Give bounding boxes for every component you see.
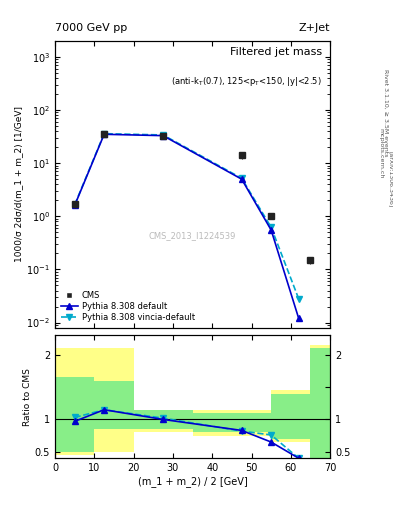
Text: [arXiv:1306.3436]: [arXiv:1306.3436] xyxy=(388,151,393,207)
Y-axis label: Ratio to CMS: Ratio to CMS xyxy=(23,368,32,426)
Text: Filtered jet mass: Filtered jet mass xyxy=(230,47,322,57)
Text: Z+Jet: Z+Jet xyxy=(299,23,330,33)
Text: mcplots.cern.ch: mcplots.cern.ch xyxy=(378,129,383,179)
Text: Rivet 3.1.10, ≥ 3.5M events: Rivet 3.1.10, ≥ 3.5M events xyxy=(383,69,388,156)
Text: (anti-k$_\mathregular{T}$(0.7), 125<p$_\mathregular{T}$<150, |y|<2.5): (anti-k$_\mathregular{T}$(0.7), 125<p$_\… xyxy=(171,75,322,89)
Y-axis label: 1000/σ 2dσ/d(m_1 + m_2) [1/GeV]: 1000/σ 2dσ/d(m_1 + m_2) [1/GeV] xyxy=(15,106,24,262)
X-axis label: (m_1 + m_2) / 2 [GeV]: (m_1 + m_2) / 2 [GeV] xyxy=(138,476,248,487)
Text: 7000 GeV pp: 7000 GeV pp xyxy=(55,23,127,33)
Legend: CMS, Pythia 8.308 default, Pythia 8.308 vincia-default: CMS, Pythia 8.308 default, Pythia 8.308 … xyxy=(59,289,196,324)
Text: CMS_2013_I1224539: CMS_2013_I1224539 xyxy=(149,231,236,241)
